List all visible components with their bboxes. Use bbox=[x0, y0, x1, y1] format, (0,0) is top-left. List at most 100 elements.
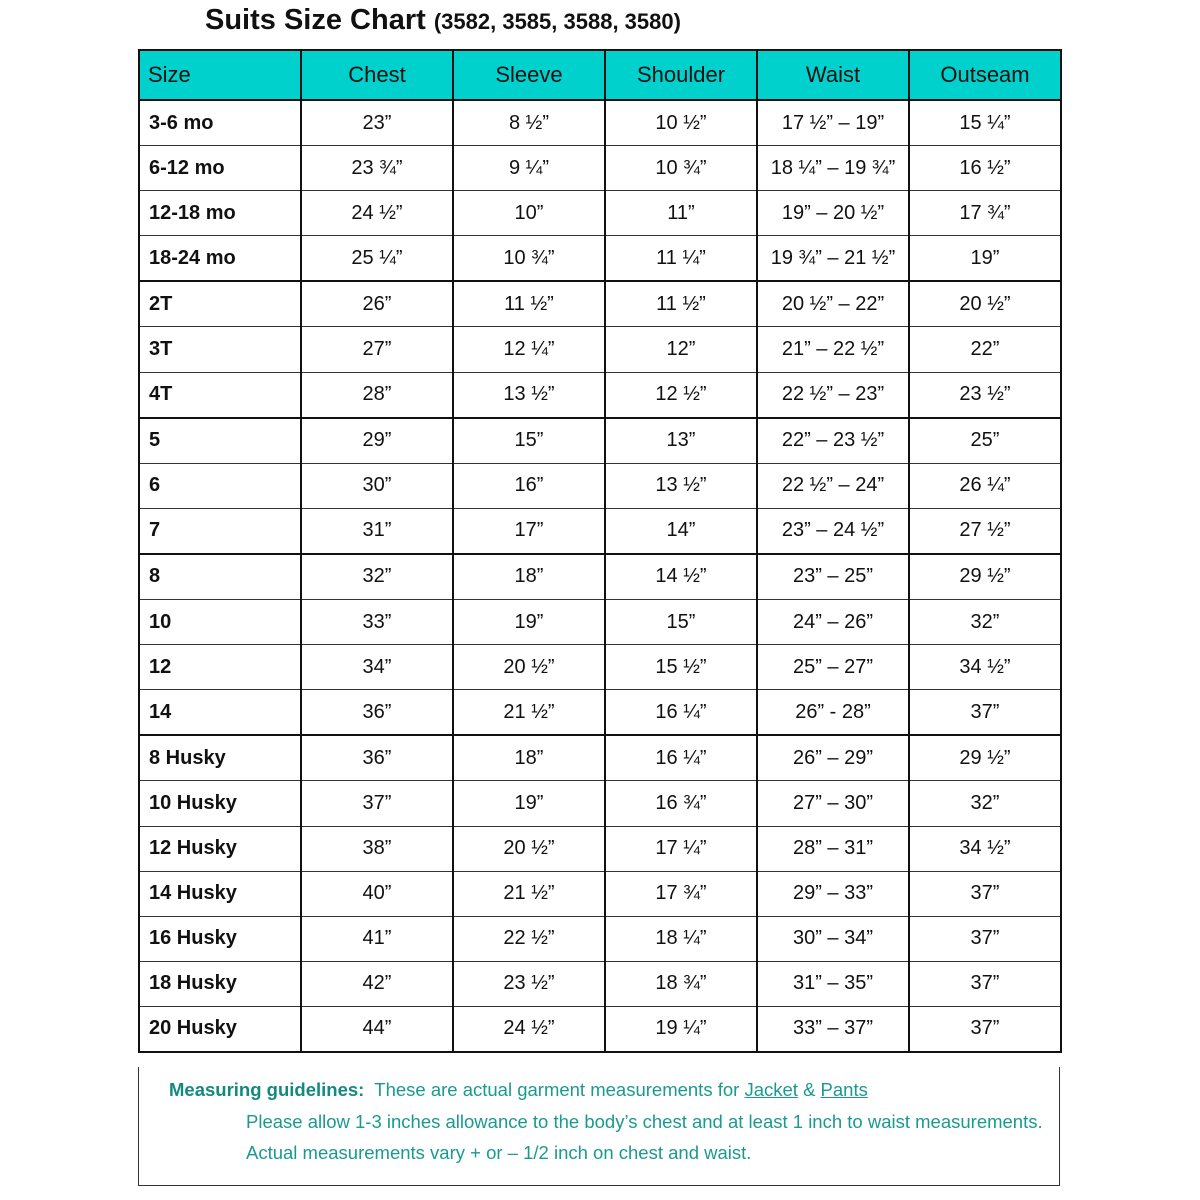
table-row: 18 Husky 42” 23 ½” 18 ¾” 31” – 35” 37” bbox=[138, 960, 1062, 1007]
guidelines-line3: Actual measurements vary + or – 1/2 inch… bbox=[246, 1142, 752, 1163]
size-cell: 10 bbox=[138, 599, 302, 646]
sleeve-cell: 21 ½” bbox=[452, 870, 606, 917]
chest-cell: 32” bbox=[300, 552, 454, 601]
chest-cell: 27” bbox=[300, 326, 454, 373]
sleeve-cell: 24 ½” bbox=[452, 1005, 606, 1053]
shoulder-cell: 10 ½” bbox=[604, 99, 758, 147]
waist-cell: 25” – 27” bbox=[756, 644, 910, 691]
sleeve-cell: 11 ½” bbox=[452, 280, 606, 328]
waist-cell: 19 ¾” – 21 ½” bbox=[756, 235, 910, 282]
outseam-cell: 34 ½” bbox=[908, 644, 1062, 691]
outseam-cell: 37” bbox=[908, 960, 1062, 1007]
shoulder-cell: 16 ¼” bbox=[604, 734, 758, 782]
outseam-cell: 29 ½” bbox=[908, 734, 1062, 782]
chest-cell: 40” bbox=[300, 870, 454, 917]
outseam-cell: 34 ½” bbox=[908, 825, 1062, 872]
table-row: 8 32” 18” 14 ½” 23” – 25” 29 ½” bbox=[138, 552, 1062, 601]
outseam-cell: 22” bbox=[908, 326, 1062, 373]
waist-cell: 19” – 20 ½” bbox=[756, 190, 910, 237]
table-row: 7 31” 17” 14” 23” – 24 ½” 27 ½” bbox=[138, 507, 1062, 555]
chest-cell: 36” bbox=[300, 734, 454, 782]
sleeve-cell: 16” bbox=[452, 462, 606, 509]
sleeve-cell: 19” bbox=[452, 599, 606, 646]
waist-cell: 29” – 33” bbox=[756, 870, 910, 917]
table-row: 6-12 mo 23 ¾” 9 ¼” 10 ¾” 18 ¼” – 19 ¾” 16 ½” bbox=[138, 145, 1062, 192]
outseam-cell: 37” bbox=[908, 870, 1062, 917]
shoulder-cell: 12” bbox=[604, 326, 758, 373]
shoulder-cell: 15 ½” bbox=[604, 644, 758, 691]
shoulder-cell: 11 ½” bbox=[604, 280, 758, 328]
column-header-chest: Chest bbox=[300, 49, 454, 101]
chest-cell: 28” bbox=[300, 371, 454, 419]
sleeve-cell: 18” bbox=[452, 552, 606, 601]
size-cell: 7 bbox=[138, 507, 302, 555]
sleeve-cell: 18” bbox=[452, 734, 606, 782]
column-header-outseam: Outseam bbox=[908, 49, 1062, 101]
outseam-cell: 19” bbox=[908, 235, 1062, 282]
table-row: 6 30” 16” 13 ½” 22 ½” – 24” 26 ¼” bbox=[138, 462, 1062, 509]
chest-cell: 25 ¼” bbox=[300, 235, 454, 282]
column-header-size: Size bbox=[138, 49, 302, 101]
waist-cell: 22 ½” – 24” bbox=[756, 462, 910, 509]
waist-cell: 17 ½” – 19” bbox=[756, 99, 910, 147]
outseam-cell: 16 ½” bbox=[908, 145, 1062, 192]
table-row: 5 29” 15” 13” 22” – 23 ½” 25” bbox=[138, 416, 1062, 464]
outseam-cell: 25” bbox=[908, 416, 1062, 464]
shoulder-cell: 18 ¾” bbox=[604, 960, 758, 1007]
shoulder-cell: 14” bbox=[604, 507, 758, 555]
size-cell: 18 Husky bbox=[138, 960, 302, 1007]
outseam-cell: 32” bbox=[908, 780, 1062, 827]
waist-cell: 21” – 22 ½” bbox=[756, 326, 910, 373]
table-row: 12-18 mo 24 ½” 10” 11” 19” – 20 ½” 17 ¾” bbox=[138, 190, 1062, 237]
shoulder-cell: 16 ¼” bbox=[604, 689, 758, 736]
sleeve-cell: 23 ½” bbox=[452, 960, 606, 1007]
jacket-link[interactable]: Jacket bbox=[744, 1079, 798, 1100]
size-cell: 8 Husky bbox=[138, 734, 302, 782]
sleeve-cell: 17” bbox=[452, 507, 606, 555]
shoulder-cell: 17 ¾” bbox=[604, 870, 758, 917]
shoulder-cell: 16 ¾” bbox=[604, 780, 758, 827]
chest-cell: 29” bbox=[300, 416, 454, 464]
table-row: 4T 28” 13 ½” 12 ½” 22 ½” – 23” 23 ½” bbox=[138, 371, 1062, 419]
size-cell: 18-24 mo bbox=[138, 235, 302, 282]
waist-cell: 26” - 28” bbox=[756, 689, 910, 736]
outseam-cell: 37” bbox=[908, 1005, 1062, 1053]
size-cell: 10 Husky bbox=[138, 780, 302, 827]
table-row: 18-24 mo 25 ¼” 10 ¾” 11 ¼” 19 ¾” – 21 ½” 19” bbox=[138, 235, 1062, 282]
title-style-numbers: (3582, 3585, 3588, 3580) bbox=[433, 9, 681, 34]
waist-cell: 26” – 29” bbox=[756, 734, 910, 782]
pants-link[interactable]: Pants bbox=[820, 1079, 868, 1100]
page-title: Suits Size Chart (3582, 3585, 3588, 3580… bbox=[205, 4, 681, 37]
outseam-cell: 29 ½” bbox=[908, 552, 1062, 601]
table-row: 14 Husky 40” 21 ½” 17 ¾” 29” – 33” 37” bbox=[138, 870, 1062, 917]
table-row: 14 36” 21 ½” 16 ¼” 26” - 28” 37” bbox=[138, 689, 1062, 736]
measuring-guidelines: Measuring guidelines: These are actual g… bbox=[138, 1067, 1060, 1186]
sleeve-cell: 20 ½” bbox=[452, 825, 606, 872]
shoulder-cell: 19 ¼” bbox=[604, 1005, 758, 1053]
size-cell: 12-18 mo bbox=[138, 190, 302, 237]
shoulder-cell: 15” bbox=[604, 599, 758, 646]
shoulder-cell: 14 ½” bbox=[604, 552, 758, 601]
outseam-cell: 23 ½” bbox=[908, 371, 1062, 419]
size-chart-table: Size Chest Sleeve Shoulder Waist Outseam 3-6 … bbox=[138, 49, 1062, 1053]
table-row: 20 Husky 44” 24 ½” 19 ¼” 33” – 37” 37” bbox=[138, 1005, 1062, 1053]
chest-cell: 41” bbox=[300, 915, 454, 962]
chest-cell: 26” bbox=[300, 280, 454, 328]
guidelines-label: Measuring guidelines: bbox=[169, 1079, 365, 1100]
column-header-sleeve: Sleeve bbox=[452, 49, 606, 101]
title-main: Suits Size Chart bbox=[205, 4, 426, 36]
chest-cell: 38” bbox=[300, 825, 454, 872]
table-row: 2T 26” 11 ½” 11 ½” 20 ½” – 22” 20 ½” bbox=[138, 280, 1062, 328]
waist-cell: 28” – 31” bbox=[756, 825, 910, 872]
size-cell: 14 Husky bbox=[138, 870, 302, 917]
waist-cell: 18 ¼” – 19 ¾” bbox=[756, 145, 910, 192]
waist-cell: 24” – 26” bbox=[756, 599, 910, 646]
waist-cell: 23” – 24 ½” bbox=[756, 507, 910, 555]
outseam-cell: 37” bbox=[908, 915, 1062, 962]
column-header-waist: Waist bbox=[756, 49, 910, 101]
sleeve-cell: 12 ¼” bbox=[452, 326, 606, 373]
shoulder-cell: 11 ¼” bbox=[604, 235, 758, 282]
size-cell: 14 bbox=[138, 689, 302, 736]
shoulder-cell: 12 ½” bbox=[604, 371, 758, 419]
size-cell: 16 Husky bbox=[138, 915, 302, 962]
